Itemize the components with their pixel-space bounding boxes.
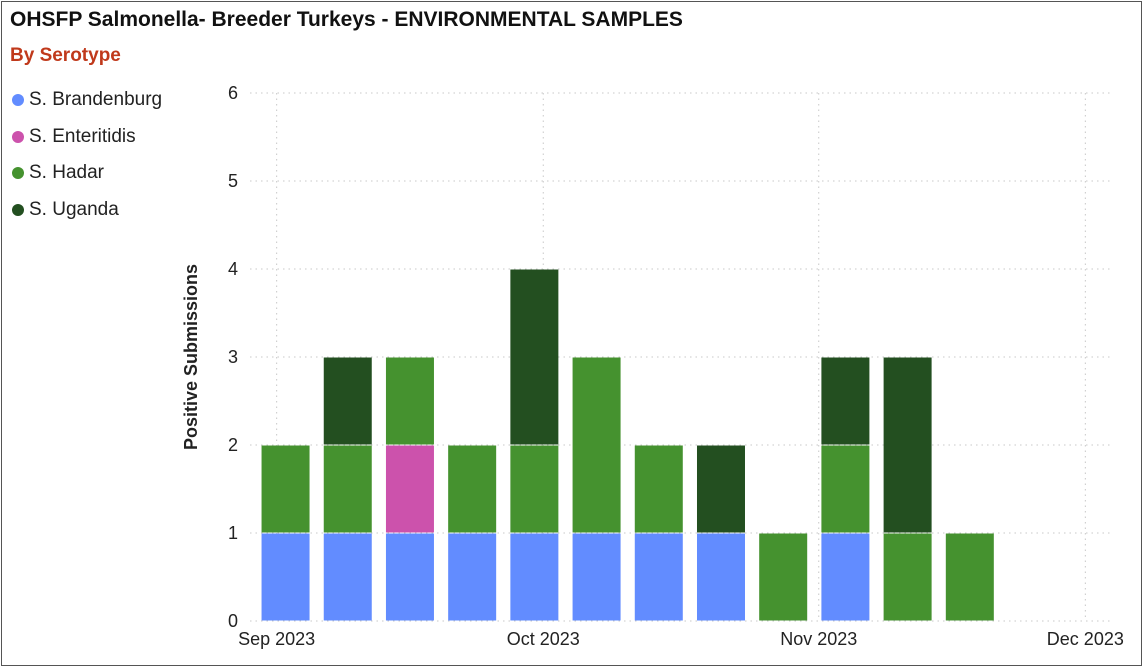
y-tick-label: 6 — [228, 83, 238, 103]
legend-label-enteritidis: S. Enteritidis — [29, 125, 136, 147]
y-tick-label: 4 — [228, 259, 238, 279]
bar-segment-s-uganda[interactable] — [821, 357, 870, 445]
bar-segment-s-hadar[interactable] — [883, 533, 932, 621]
bar-segment-s-brandenburg[interactable] — [821, 533, 870, 621]
legend-marker-uganda — [12, 203, 24, 216]
legend-marker-brandenburg — [12, 94, 24, 107]
chart-subtitle: By Serotype — [10, 45, 121, 66]
x-tick-label: Oct 2023 — [507, 629, 580, 649]
y-tick-label: 3 — [228, 347, 238, 367]
bar-segment-s-uganda[interactable] — [883, 357, 932, 533]
bar-segment-s-brandenburg[interactable] — [261, 533, 310, 621]
legend-item-brandenburg[interactable]: S. Brandenburg — [12, 82, 162, 119]
y-axis-title: Positive Submissions — [181, 264, 201, 450]
axes: 0 1 2 3 4 5 6 Sep 2023 Oct 2023 Nov 2023 Dec 2023 — [228, 83, 1124, 649]
bar-segment-s-hadar[interactable] — [821, 445, 870, 533]
bar-segment-s-brandenburg[interactable] — [448, 533, 497, 621]
bar-segment-s-hadar[interactable] — [759, 533, 808, 621]
bar-segment-s-hadar[interactable] — [448, 445, 497, 533]
bar-segment-s-hadar[interactable] — [385, 357, 434, 445]
bar-segment-s-enteritidis[interactable] — [385, 445, 434, 533]
y-tick-label: 0 — [228, 611, 238, 631]
legend-label-brandenburg: S. Brandenburg — [29, 89, 163, 111]
bar-segment-s-hadar[interactable] — [634, 445, 683, 533]
y-tick-label: 5 — [228, 171, 238, 191]
bar-segment-s-brandenburg[interactable] — [696, 533, 745, 621]
legend-label-hadar: S. Hadar — [29, 162, 104, 184]
x-tick-label: Nov 2023 — [780, 629, 857, 649]
legend-item-hadar[interactable]: S. Hadar — [12, 155, 162, 192]
x-tick-label: Dec 2023 — [1047, 629, 1124, 649]
bar-segment-s-uganda[interactable] — [696, 445, 745, 533]
legend-item-enteritidis[interactable]: S. Enteritidis — [12, 119, 162, 156]
bar-segment-s-hadar[interactable] — [572, 357, 621, 533]
y-tick-label: 2 — [228, 435, 238, 455]
bar-segment-s-hadar[interactable] — [323, 445, 372, 533]
bar-segment-s-brandenburg[interactable] — [510, 533, 559, 621]
y-tick-label: 1 — [228, 523, 238, 543]
bar-segment-s-brandenburg[interactable] — [385, 533, 434, 621]
bar-segment-s-uganda[interactable] — [323, 357, 372, 445]
bar-segment-s-brandenburg[interactable] — [634, 533, 683, 621]
x-tick-label: Sep 2023 — [238, 629, 315, 649]
bar-segment-s-hadar[interactable] — [510, 445, 559, 533]
bar-segment-s-uganda[interactable] — [510, 269, 559, 445]
legend-item-uganda[interactable]: S. Uganda — [12, 192, 162, 229]
legend-marker-enteritidis — [12, 130, 24, 143]
legend: S. Brandenburg S. Enteritidis S. Hadar S… — [12, 82, 162, 228]
bar-segment-s-brandenburg[interactable] — [572, 533, 621, 621]
chart-title: OHSFP Salmonella- Breeder Turkeys - ENVI… — [10, 8, 683, 31]
bars — [261, 269, 994, 621]
legend-label-uganda: S. Uganda — [29, 198, 119, 220]
bar-segment-s-hadar[interactable] — [261, 445, 310, 533]
bar-segment-s-brandenburg[interactable] — [323, 533, 372, 621]
bar-segment-s-hadar[interactable] — [945, 533, 994, 621]
legend-marker-hadar — [12, 167, 24, 180]
